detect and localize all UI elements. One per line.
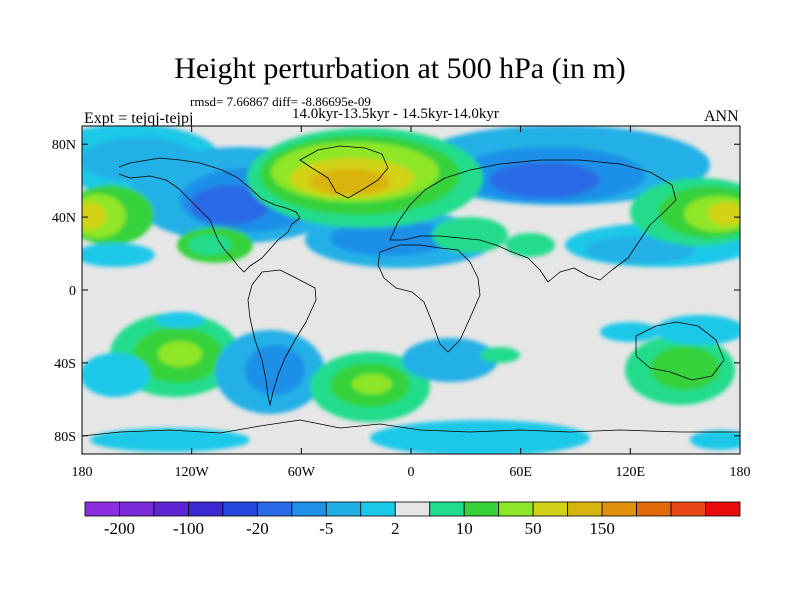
field-blob-35 — [245, 345, 305, 395]
colorbar-swatch — [360, 501, 396, 517]
colorbar-swatch — [567, 501, 603, 517]
colorbar-swatch — [84, 501, 120, 517]
colorbar-label: 10 — [456, 519, 473, 538]
colorbar-swatch — [119, 501, 155, 517]
colorbar-label: -5 — [319, 519, 333, 538]
y-tick-label: 80S — [54, 430, 76, 445]
x-tick-label: 180 — [72, 465, 93, 480]
field-blob-25 — [432, 217, 508, 253]
x-tick-label: 0 — [408, 465, 415, 480]
coast-africa — [377, 244, 481, 353]
x-tick-label: 60W — [288, 465, 316, 480]
colorbar-swatch — [256, 501, 293, 517]
stats-subtitle: rmsd= 7.66867 diff= -8.86695e-09 — [190, 94, 371, 109]
coast-australia — [635, 321, 725, 381]
colorbar-label: 50 — [525, 519, 542, 538]
colorbar-swatch — [670, 501, 706, 517]
colorbar-label: -100 — [173, 519, 204, 538]
colorbar-swatch — [636, 501, 672, 517]
x-tick-label: 180 — [730, 465, 751, 480]
colorbar-swatch — [532, 501, 569, 517]
field-blob-47 — [90, 428, 250, 452]
contour-field — [82, 126, 740, 454]
y-tick-label: 80N — [52, 138, 76, 153]
x-tick-label: 60E — [509, 465, 532, 480]
field-blob-40 — [480, 347, 520, 363]
field-blob-46 — [370, 420, 590, 454]
field-blob-29 — [82, 243, 155, 267]
colorbar-swatch — [463, 501, 500, 517]
coast-greenland — [299, 145, 389, 199]
colorbar-swatch — [188, 501, 224, 517]
colorbar-swatch — [429, 501, 465, 517]
colorbar-label: 2 — [391, 519, 400, 538]
colorbar-label: -20 — [246, 519, 269, 538]
colorbar-label: 150 — [589, 519, 615, 538]
field-blob-28 — [188, 235, 232, 255]
y-tick-label: 40N — [52, 211, 76, 226]
experiment-label: Expt = tejqj-tejpj — [84, 110, 194, 127]
map-axes: 180 120W 60W 0 60E 120E 180 80N 40N 0 40S 80S — [52, 126, 751, 480]
field-blob-10 — [490, 162, 600, 198]
field-blob-43 — [655, 315, 740, 345]
field-blob-38 — [352, 374, 392, 394]
field-blob-45 — [600, 322, 660, 342]
colorbar-swatch — [291, 501, 327, 517]
coast-north-america — [118, 157, 301, 273]
colorbar-swatch — [601, 501, 637, 517]
colorbar-swatch — [498, 501, 534, 517]
coast-eurasia — [389, 159, 677, 283]
colorbar-swatch — [394, 501, 431, 517]
coast-south-america — [247, 269, 317, 406]
field-blob-48 — [690, 430, 740, 450]
period-subtitle: 14.0kyr-13.5kyr - 14.5kyr-14.0kyr — [292, 106, 499, 122]
field-blob-12 — [585, 236, 695, 264]
coast-antarctica — [82, 419, 740, 437]
season-label: ANN — [704, 108, 739, 125]
colorbar-label: -200 — [104, 519, 135, 538]
colorbar-swatch — [325, 501, 362, 517]
y-tick-label: 40S — [54, 357, 76, 372]
field-blob-33 — [82, 353, 150, 397]
field-blob-7 — [330, 220, 450, 256]
page-title: Height perturbation at 500 hPa (in m) — [174, 52, 626, 85]
field-blob-26 — [505, 233, 555, 257]
colorbar-swatch — [705, 501, 741, 517]
colorbar-swatch — [153, 501, 189, 517]
field-blob-20 — [82, 202, 106, 230]
colorbar: -200 -100 -20 -5 2 10 50 150 — [84, 501, 741, 538]
field-blob-32 — [158, 341, 202, 367]
field-blob-42 — [650, 346, 720, 390]
field-blob-17 — [310, 169, 390, 195]
field-blob-5 — [190, 185, 270, 225]
x-tick-label: 120W — [175, 465, 210, 480]
coastlines — [82, 145, 740, 437]
x-tick-label: 120E — [616, 465, 646, 480]
field-blob-24 — [708, 202, 740, 226]
field-blob-44 — [155, 312, 205, 328]
y-tick-label: 0 — [69, 284, 76, 299]
colorbar-swatch — [222, 501, 258, 517]
field-blob-39 — [402, 338, 498, 382]
